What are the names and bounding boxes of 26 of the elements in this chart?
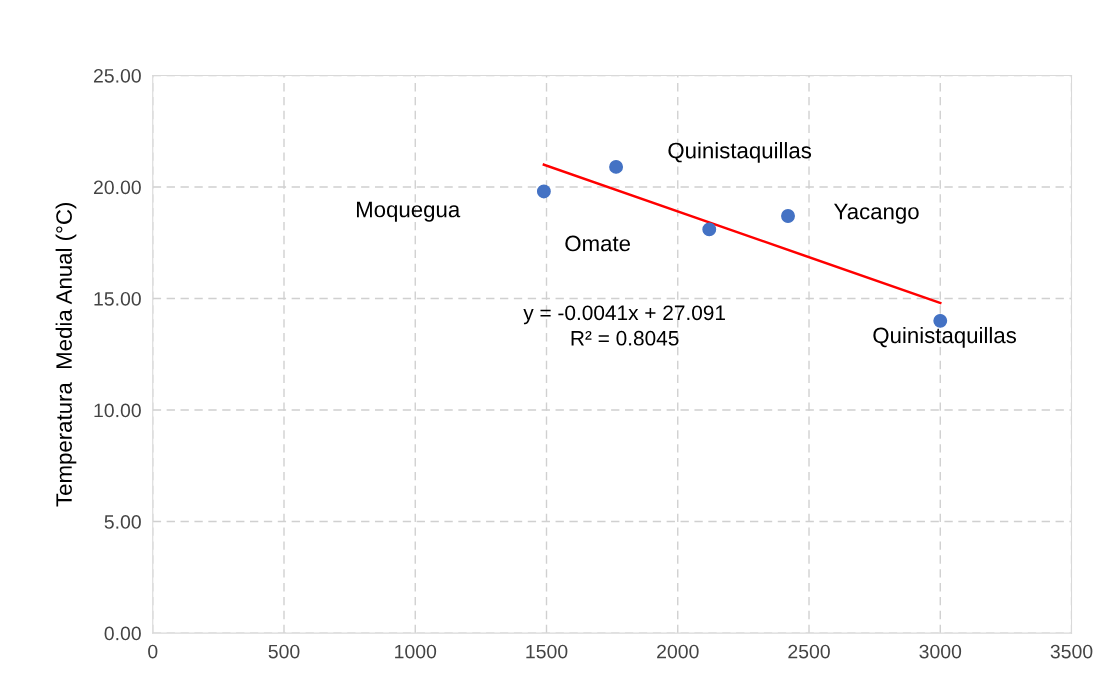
annotation: y = -0.0041x + 27.091 R² = 0.8045 — [523, 305, 725, 346]
x-tick-label: 0 — [148, 644, 158, 659]
x-tick-label: 2500 — [788, 644, 830, 659]
y-tick-label: 10.00 — [94, 403, 141, 418]
y-tick-label: 20.00 — [93, 180, 141, 195]
annotation: Yacango — [834, 203, 919, 224]
x-tick-label: 1000 — [395, 644, 437, 659]
point — [933, 313, 948, 328]
x-tick-label: 2000 — [657, 644, 699, 659]
x-tick-label: 1500 — [526, 644, 568, 659]
x-tick-label: 3000 — [919, 644, 962, 659]
x-tick-label: 3500 — [1050, 644, 1093, 659]
annotation: Quinistaquillas — [668, 142, 812, 163]
annotation: Moquegua — [357, 201, 461, 222]
y-tick-label: 0.00 — [104, 626, 141, 641]
point — [609, 159, 624, 174]
annotation: Omate — [565, 235, 630, 252]
x-tick-label: 500 — [268, 644, 300, 659]
point — [536, 184, 551, 199]
point — [702, 222, 717, 237]
y-tick-label: 5.00 — [104, 515, 141, 529]
y-tick-label: 25.00 — [93, 68, 141, 83]
point — [781, 209, 795, 223]
y-tick-label: 15.00 — [94, 291, 141, 306]
annotation: Quinistaquillas — [873, 326, 1017, 348]
y-axis-title: Temperatura Media Anual (°C) — [55, 202, 77, 507]
